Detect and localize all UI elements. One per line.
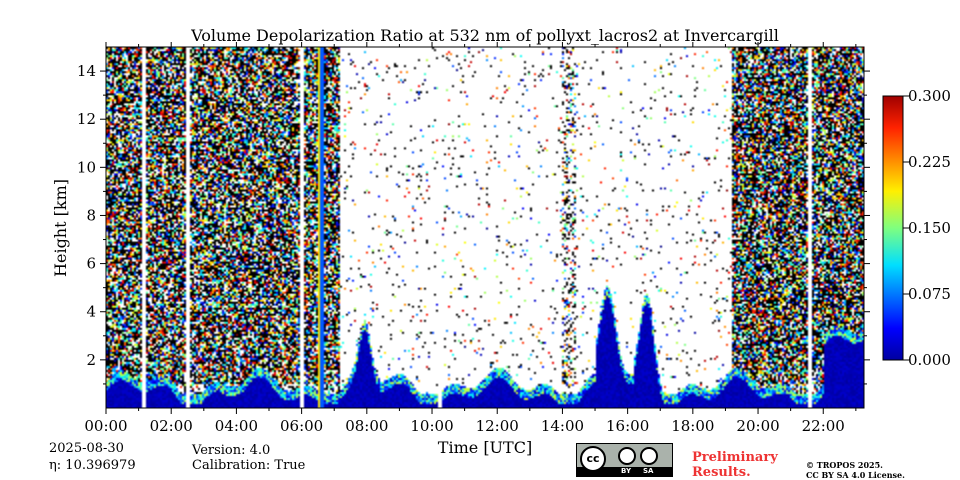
cc-by-icon <box>618 447 636 465</box>
cc-badge-bar <box>577 467 672 476</box>
x-tick-label: 20:00 <box>736 417 779 435</box>
preliminary-results-note: Preliminary Results. <box>692 450 778 480</box>
x-tick-label: 18:00 <box>671 417 714 435</box>
depolarization-heatmap <box>106 47 864 408</box>
x-tick-label: 02:00 <box>150 417 193 435</box>
cc-sa-icon <box>640 447 658 465</box>
x-tick-label: 08:00 <box>345 417 388 435</box>
colorbar-gradient <box>882 95 904 361</box>
y-tick-label: 4 <box>86 303 96 321</box>
x-tick-label: 00:00 <box>84 417 127 435</box>
colorbar-tick-label: 0.300 <box>908 87 951 105</box>
y-tick-label: 14 <box>77 62 96 80</box>
colorbar-ticks: 0.000 0.075 0.150 0.225 0.300 <box>903 87 951 369</box>
plot-frame <box>105 46 865 409</box>
y-tick-label: 10 <box>77 158 96 176</box>
copyright-license: © TROPOS 2025. CC BY SA 4.0 License. <box>806 460 905 480</box>
cc-license-badge: cc BY SA <box>576 443 673 477</box>
license-text: CC BY SA 4.0 License. <box>806 470 905 480</box>
x-tick-label: 22:00 <box>802 417 845 435</box>
x-axis-label: Time [UTC] <box>438 438 532 457</box>
colorbar: 0.000 0.075 0.150 0.225 0.300 <box>882 87 951 369</box>
x-tick-label: 06:00 <box>280 417 323 435</box>
colorbar-tick-label: 0.150 <box>908 219 951 237</box>
y-axis-label: Height [km] <box>51 179 70 277</box>
colorbar-tick-label: 0.000 <box>908 351 951 369</box>
cc-by-label: BY <box>621 467 632 475</box>
plot-area: 00:00 02:00 04:00 06:00 08:00 10:00 12:00 14:00… <box>77 42 870 435</box>
footer-date: 2025-08-30 <box>49 441 124 456</box>
y-axis: 2 4 6 8 10 12 14 <box>77 62 870 385</box>
copyright-text: © TROPOS 2025. <box>806 460 883 470</box>
y-tick-label: 12 <box>77 110 96 128</box>
chart-title: Volume Depolarization Ratio at 532 nm of… <box>190 26 779 45</box>
x-tick-label: 14:00 <box>541 417 584 435</box>
x-axis: 00:00 02:00 04:00 06:00 08:00 10:00 12:00 14:00… <box>84 42 857 435</box>
footer-calibration: Calibration: True <box>192 458 306 473</box>
x-tick-label: 04:00 <box>215 417 258 435</box>
y-tick-label: 2 <box>86 351 96 369</box>
x-tick-label: 10:00 <box>410 417 453 435</box>
y-tick-label: 8 <box>86 206 96 224</box>
colorbar-tick-label: 0.225 <box>908 153 951 171</box>
y-tick-label: 6 <box>86 255 96 273</box>
cc-sa-label: SA <box>643 467 654 475</box>
footer-eta: η: 10.396979 <box>49 458 136 473</box>
x-tick-label: 12:00 <box>476 417 519 435</box>
colorbar-tick-label: 0.075 <box>908 285 951 303</box>
x-tick-label: 16:00 <box>606 417 649 435</box>
footer-version: Version: 4.0 <box>192 443 271 458</box>
cc-logo-icon: cc <box>580 446 606 472</box>
